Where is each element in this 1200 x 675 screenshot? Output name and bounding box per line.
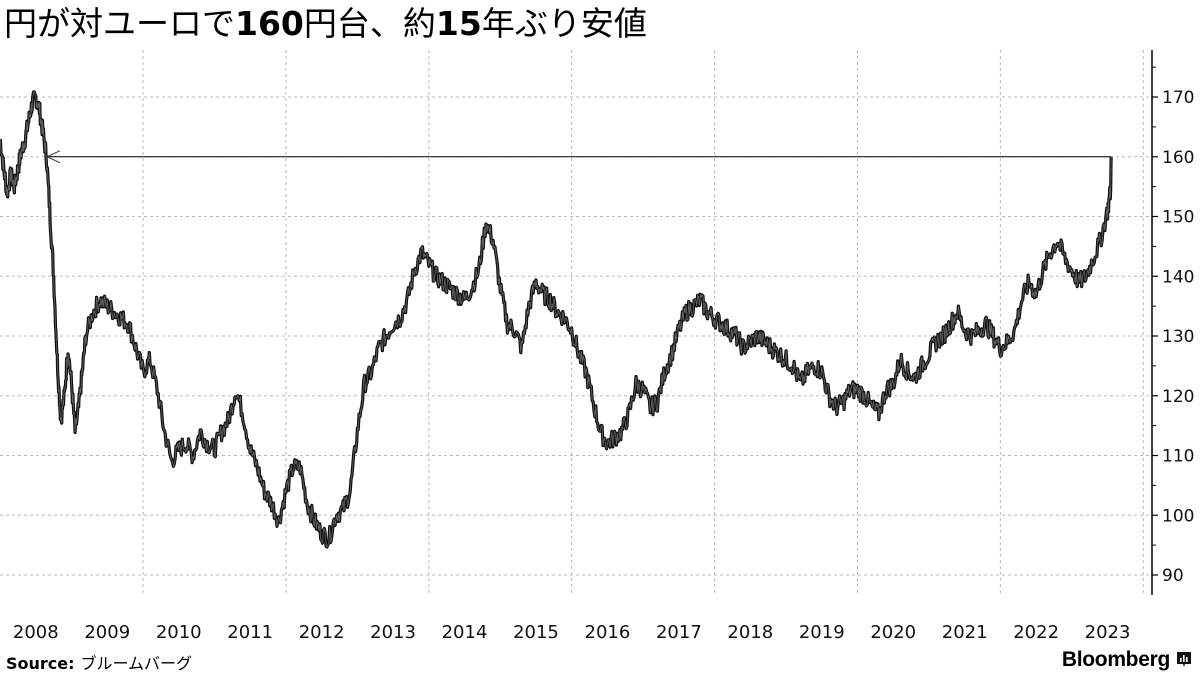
x-tick-label: 2022 xyxy=(1013,622,1060,643)
bloomberg-brand: Bloomberg xyxy=(1062,648,1192,672)
title-part-3: 円台、約 xyxy=(303,4,436,43)
y-axis: 90 100 110 120 130 140 150 160 170 xyxy=(1151,50,1194,595)
bloomberg-chart-icon xyxy=(1176,651,1192,669)
title-part-1: 円が対ユーロで xyxy=(4,4,235,43)
y-tick-label: 160 xyxy=(1162,148,1194,168)
chart-title: 円が対ユーロで160円台、約15年ぶり安値 xyxy=(4,2,647,46)
y-tick-label: 120 xyxy=(1162,387,1194,407)
title-part-2: 160 xyxy=(235,4,304,43)
y-tick-label: 170 xyxy=(1162,88,1194,108)
y-tick-label: 130 xyxy=(1162,327,1194,347)
gridlines xyxy=(0,50,1152,595)
y-tick-label: 100 xyxy=(1162,506,1194,526)
x-tick-label: 2017 xyxy=(655,622,702,643)
y-tick-label: 90 xyxy=(1162,566,1184,586)
x-tick-label: 2010 xyxy=(155,622,202,643)
x-tick-label: 2020 xyxy=(870,622,917,643)
chart-plot-area: 90 100 110 120 130 140 150 160 170 xyxy=(0,50,1194,595)
source-value: ブルームバーグ xyxy=(80,654,193,673)
y-tick-label: 110 xyxy=(1162,447,1194,467)
x-tick-label: 2016 xyxy=(584,622,631,643)
x-tick-label: 2012 xyxy=(298,622,345,643)
source-note: Source: ブルームバーグ xyxy=(6,650,192,674)
eurjpy-series-line xyxy=(0,90,1113,549)
title-part-5: 年ぶり安値 xyxy=(481,4,647,43)
x-tick-label: 2008 xyxy=(12,622,59,643)
x-tick-label: 2013 xyxy=(370,622,416,643)
x-tick-label: 2009 xyxy=(84,622,131,643)
x-tick-label: 2021 xyxy=(941,622,988,643)
x-tick-label: 2015 xyxy=(513,622,559,643)
bloomberg-logo-text: Bloomberg xyxy=(1061,648,1170,671)
x-tick-label: 2011 xyxy=(227,622,274,643)
y-tick-label: 150 xyxy=(1162,208,1194,228)
y-tick-label: 140 xyxy=(1162,267,1194,287)
title-part-4: 15 xyxy=(435,4,482,43)
source-label: Source: xyxy=(6,654,75,673)
x-tick-label: 2018 xyxy=(727,622,774,643)
x-tick-label: 2023 xyxy=(1084,622,1131,643)
x-tick-label: 2014 xyxy=(441,622,488,643)
reference-line-160 xyxy=(45,150,1112,164)
x-tick-label: 2019 xyxy=(798,622,845,643)
